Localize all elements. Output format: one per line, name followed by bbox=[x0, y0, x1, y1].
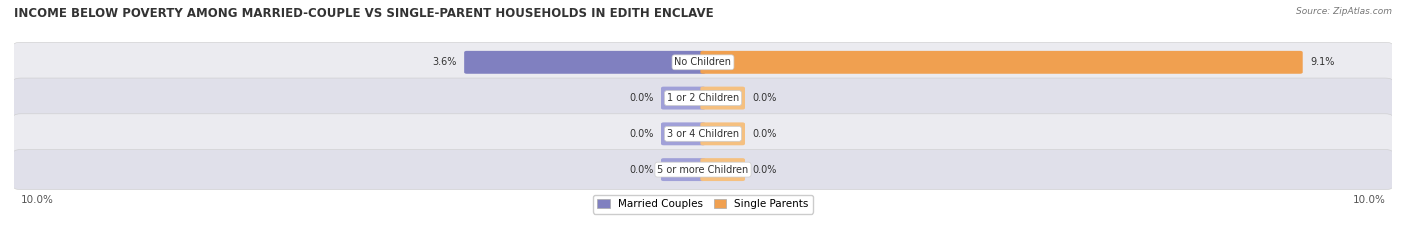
Text: No Children: No Children bbox=[675, 57, 731, 67]
Text: 5 or more Children: 5 or more Children bbox=[658, 164, 748, 175]
Text: INCOME BELOW POVERTY AMONG MARRIED-COUPLE VS SINGLE-PARENT HOUSEHOLDS IN EDITH E: INCOME BELOW POVERTY AMONG MARRIED-COUPL… bbox=[14, 7, 714, 20]
FancyBboxPatch shape bbox=[13, 150, 1393, 190]
Text: 10.0%: 10.0% bbox=[21, 195, 53, 205]
FancyBboxPatch shape bbox=[464, 51, 706, 74]
Text: 10.0%: 10.0% bbox=[1353, 195, 1385, 205]
FancyBboxPatch shape bbox=[661, 87, 706, 110]
Text: 0.0%: 0.0% bbox=[630, 164, 654, 175]
FancyBboxPatch shape bbox=[700, 51, 1303, 74]
FancyBboxPatch shape bbox=[13, 114, 1393, 154]
Text: 3.6%: 3.6% bbox=[433, 57, 457, 67]
Text: 0.0%: 0.0% bbox=[630, 129, 654, 139]
FancyBboxPatch shape bbox=[700, 87, 745, 110]
FancyBboxPatch shape bbox=[700, 158, 745, 181]
Text: 0.0%: 0.0% bbox=[752, 93, 776, 103]
FancyBboxPatch shape bbox=[661, 122, 706, 145]
FancyBboxPatch shape bbox=[700, 122, 745, 145]
Text: Source: ZipAtlas.com: Source: ZipAtlas.com bbox=[1296, 7, 1392, 16]
Legend: Married Couples, Single Parents: Married Couples, Single Parents bbox=[593, 195, 813, 213]
Text: 0.0%: 0.0% bbox=[752, 129, 776, 139]
Text: 0.0%: 0.0% bbox=[752, 164, 776, 175]
Text: 0.0%: 0.0% bbox=[630, 93, 654, 103]
FancyBboxPatch shape bbox=[13, 78, 1393, 118]
Text: 3 or 4 Children: 3 or 4 Children bbox=[666, 129, 740, 139]
FancyBboxPatch shape bbox=[661, 158, 706, 181]
Text: 1 or 2 Children: 1 or 2 Children bbox=[666, 93, 740, 103]
Text: 9.1%: 9.1% bbox=[1310, 57, 1334, 67]
FancyBboxPatch shape bbox=[13, 42, 1393, 82]
